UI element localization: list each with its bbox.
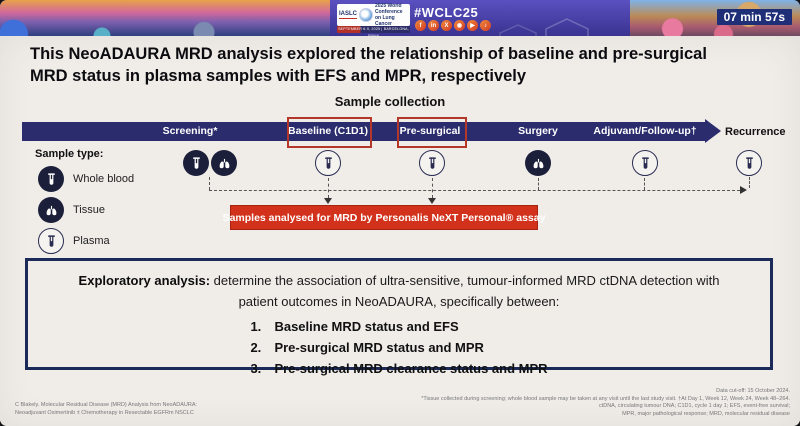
legend-plasma-label: Plasma xyxy=(73,235,110,247)
baseline-highlight-box xyxy=(287,117,372,148)
lungs-icon xyxy=(38,197,64,223)
lungs-icon xyxy=(525,150,551,176)
exploratory-list: 1. Baseline MRD status and EFS 2. Pre-su… xyxy=(250,317,547,379)
slide-title-line1: This NeoADAURA MRD analysis explored the… xyxy=(30,45,707,63)
legend-tissue: Tissue xyxy=(38,197,105,223)
sample-collection-heading: Sample collection xyxy=(334,94,446,109)
assay-banner: Samples analysed for MRD by Personalis N… xyxy=(223,205,545,230)
conference-dates: SEPTEMBER 6-9, 2025 | BARCELONA, SPAIN xyxy=(337,26,410,36)
data-cutoff-line: Data cut-off: 15 October 2024. xyxy=(716,388,790,394)
banner-photo-left xyxy=(0,0,340,36)
list-item-number: 1. xyxy=(250,319,262,335)
blood-tube-icon xyxy=(183,150,209,176)
pre-surgical-highlight-box xyxy=(397,117,467,148)
list-item: 2. Pre-surgical MRD status and MPR xyxy=(250,338,547,359)
hexagon-decoration-icon xyxy=(499,24,537,36)
stage-adjuvant: Adjuvant/Follow-up† xyxy=(593,125,697,137)
study-timeline-bar xyxy=(22,122,705,141)
list-item-text: Pre-surgical MRD clearance status and MP… xyxy=(274,360,548,376)
connector-baseline xyxy=(328,178,329,198)
connector-arrow-down-icon xyxy=(428,198,436,204)
surgery-tissue-icon xyxy=(525,150,551,176)
legend-whole-blood-label: Whole blood xyxy=(73,173,135,185)
list-item-number: 2. xyxy=(250,339,262,355)
list-item-text: Pre-surgical MRD status and MPR xyxy=(274,339,484,355)
legend-tissue-label: Tissue xyxy=(73,204,105,216)
timeline-arrowhead xyxy=(705,119,721,143)
stage-screening: Screening* xyxy=(162,125,218,137)
connector-arrow-down-icon xyxy=(324,198,332,204)
connector-surgery xyxy=(538,178,539,190)
iaslc-logo: IASLC xyxy=(339,11,357,20)
plasma-tube-icon xyxy=(736,150,762,176)
pre-surgical-plasma-icon xyxy=(419,150,445,176)
social-icons-row: f in X ◉ ▶ ♪ xyxy=(415,20,491,31)
stage-recurrence: Recurrence xyxy=(725,126,786,138)
conference-emblem-icon xyxy=(359,8,373,22)
adjuvant-plasma-icon xyxy=(632,150,658,176)
x-twitter-icon: X xyxy=(441,20,452,31)
plasma-tube-icon xyxy=(315,150,341,176)
slide-title: This NeoADAURA MRD analysis explored the… xyxy=(30,44,775,88)
plasma-tube-icon xyxy=(38,228,64,254)
stage-pre-surgical: Pre-surgical xyxy=(399,125,461,137)
citation-line2: Neoadjuvant Osimertinib ± Chemotherapy i… xyxy=(15,409,194,416)
sample-type-legend-title: Sample type: xyxy=(35,148,104,160)
tiktok-icon: ♪ xyxy=(480,20,491,31)
presentation-slide: This NeoADAURA MRD analysis explored the… xyxy=(0,36,800,426)
instagram-icon: ◉ xyxy=(454,20,465,31)
blood-tube-icon xyxy=(38,166,64,192)
citation-footnote: C Blakely. Molecular Residual Disease (M… xyxy=(15,402,197,417)
conference-logo: IASLC 2025 World Conference on Lung Canc… xyxy=(337,3,410,28)
conference-name: 2025 World Conference on Lung Cancer xyxy=(375,3,408,28)
list-item: 1. Baseline MRD status and EFS xyxy=(250,317,547,338)
citation-line1: C Blakely. Molecular Residual Disease (M… xyxy=(15,402,198,408)
list-item-number: 3. xyxy=(250,360,262,376)
hexagon-decoration-icon xyxy=(545,18,589,36)
recurrence-plasma-icon xyxy=(736,150,762,176)
connector-adjuvant xyxy=(644,178,645,190)
connector-horizontal xyxy=(209,190,740,191)
tissue-footnote-line: *Tissue collected during screening; whol… xyxy=(421,395,790,402)
abbreviations-line1: ctDNA, circulating tumour DNA; C1D1, cyc… xyxy=(598,403,790,410)
stage-surgery: Surgery xyxy=(518,125,558,137)
youtube-icon: ▶ xyxy=(467,20,478,31)
plasma-tube-icon xyxy=(419,150,445,176)
legend-whole-blood: Whole blood xyxy=(38,166,134,192)
list-item: 3. Pre-surgical MRD clearance status and… xyxy=(250,359,547,380)
legend-plasma: Plasma xyxy=(38,228,110,254)
exploratory-analysis-box: Exploratory analysis: determine the asso… xyxy=(25,258,773,376)
connector-arrow-right-icon xyxy=(740,186,747,194)
abbreviations-footnote: Data cut-off: 15 October 2024. *Tissue c… xyxy=(421,388,790,419)
conference-name-line2: on Lung Cancer xyxy=(375,15,395,28)
list-item-text: Baseline MRD status and EFS xyxy=(274,319,459,335)
plasma-tube-icon xyxy=(632,150,658,176)
exploratory-heading: Exploratory analysis: xyxy=(78,273,211,288)
baseline-plasma-icon xyxy=(315,150,341,176)
exploratory-intro: Exploratory analysis: determine the asso… xyxy=(63,271,735,312)
exploratory-intro-text: determine the association of ultra-sensi… xyxy=(210,273,720,309)
connector-pre-surgical xyxy=(432,178,433,198)
connector-screening xyxy=(209,177,210,190)
abbreviations-line2: MPR, major pathological response; MRD, m… xyxy=(622,411,790,418)
stage-baseline: Baseline (C1D1) xyxy=(288,125,368,137)
screening-sample-icons xyxy=(183,150,237,176)
facebook-icon: f xyxy=(415,20,426,31)
linkedin-icon: in xyxy=(428,20,439,31)
lungs-icon xyxy=(211,150,237,176)
countdown-timer: 07 min 57s xyxy=(716,9,792,25)
connector-recurrence xyxy=(749,177,750,188)
conference-banner: IASLC 2025 World Conference on Lung Canc… xyxy=(0,0,800,36)
slide-title-line2: MRD status in plasma samples with EFS an… xyxy=(30,66,527,85)
conference-hashtag: #WCLC25 xyxy=(414,5,479,20)
conference-name-line1: 2025 World Conference xyxy=(375,2,403,15)
